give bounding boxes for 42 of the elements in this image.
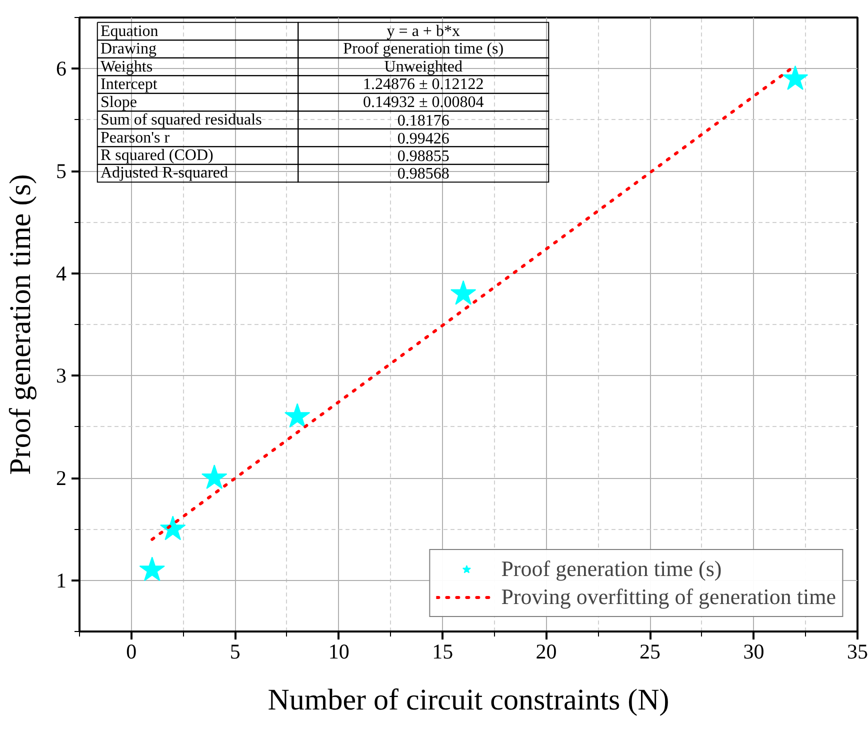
point [139, 556, 165, 582]
y-axis-title: Proof generation time (s) [4, 174, 37, 475]
point [450, 280, 476, 305]
legend-label: Proving overfitting of generation time [501, 584, 836, 610]
x-axis-title: Number of circuit constraints (N) [268, 684, 670, 716]
point [284, 403, 310, 428]
annotation: Drawing [100, 40, 156, 58]
x-tick-label: 25 [640, 640, 661, 664]
annotation: y = a + b*x [386, 22, 460, 40]
annotation: 0.14932 ± 0.00804 [362, 94, 484, 111]
x-tick-label: 35 [847, 640, 868, 664]
y-tick-label: 6 [56, 56, 66, 81]
annotation: 0.98568 [397, 166, 450, 183]
y-tick-label: 5 [56, 159, 66, 183]
annotation: Pearson's r [100, 129, 170, 146]
point [160, 516, 186, 540]
annotation: Weights [100, 58, 153, 76]
annotation: 0.18176 [397, 112, 450, 130]
x-tick-label: 15 [432, 640, 454, 664]
annotation: R squared (COD) [100, 146, 214, 164]
annotation: 1.24876 ± 0.12122 [362, 76, 484, 94]
annotation: Unweighted [384, 58, 462, 76]
x-tick-label: 20 [536, 640, 557, 664]
y-tick-label: 3 [56, 364, 66, 388]
annotation: Intercept [100, 76, 158, 94]
y-tick-label: 2 [56, 466, 66, 490]
annotation: Proof generation time (s) [343, 40, 504, 58]
y-tick-label: 1 [56, 568, 66, 592]
x-tick-label: 30 [743, 640, 764, 664]
x-tick-label: 10 [328, 640, 350, 664]
annotation: Sum of squared residuals [100, 112, 262, 129]
annotation: 0.99426 [397, 130, 450, 148]
annotation: 0.98855 [397, 148, 450, 165]
legend-label: Proof generation time (s) [501, 556, 722, 582]
annotation: Adjusted R-squared [100, 164, 228, 182]
x-tick-label: 0 [126, 640, 137, 664]
point [201, 464, 228, 490]
x-tick-label: 5 [230, 640, 240, 664]
y-tick-label: 4 [56, 261, 67, 286]
annotation: Slope [100, 94, 137, 111]
point [782, 65, 808, 90]
annotation: Equation [100, 22, 158, 40]
